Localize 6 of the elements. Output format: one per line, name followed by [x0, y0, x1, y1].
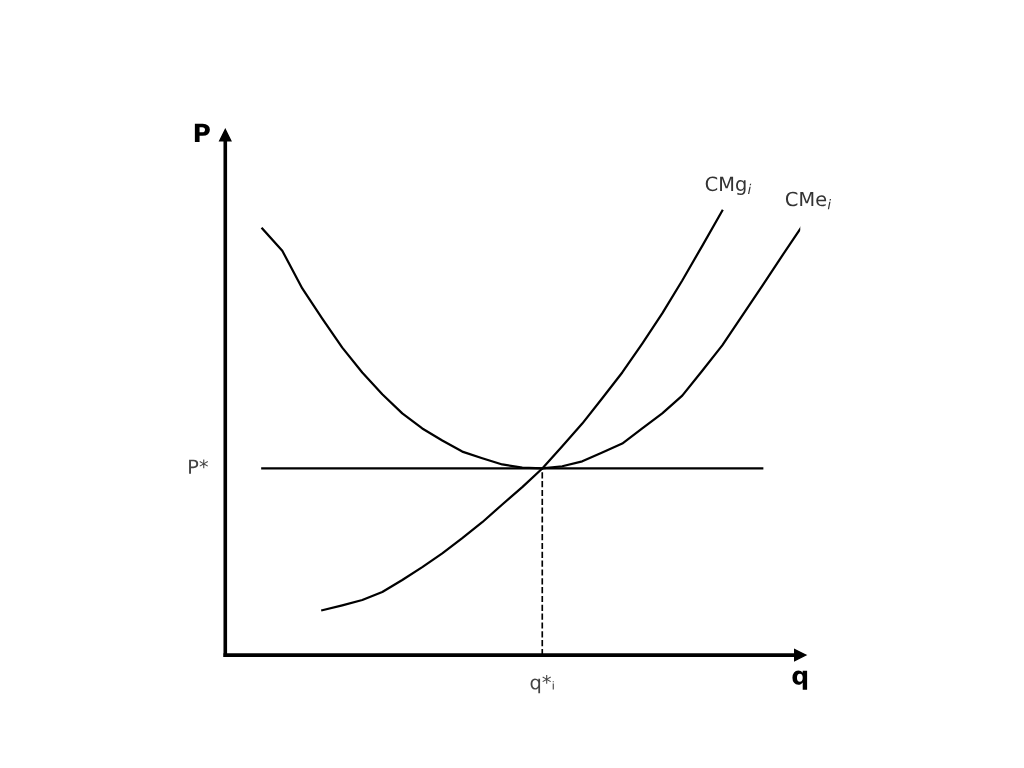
x-axis-title: q — [792, 670, 808, 690]
series-label: CMe$_{i}$ — [785, 191, 832, 210]
text: P* — [189, 459, 209, 474]
y-axis-title: P — [194, 123, 210, 143]
series-label: CMg$_{i}$ — [705, 176, 752, 195]
text: q*ᵢ — [530, 674, 554, 694]
